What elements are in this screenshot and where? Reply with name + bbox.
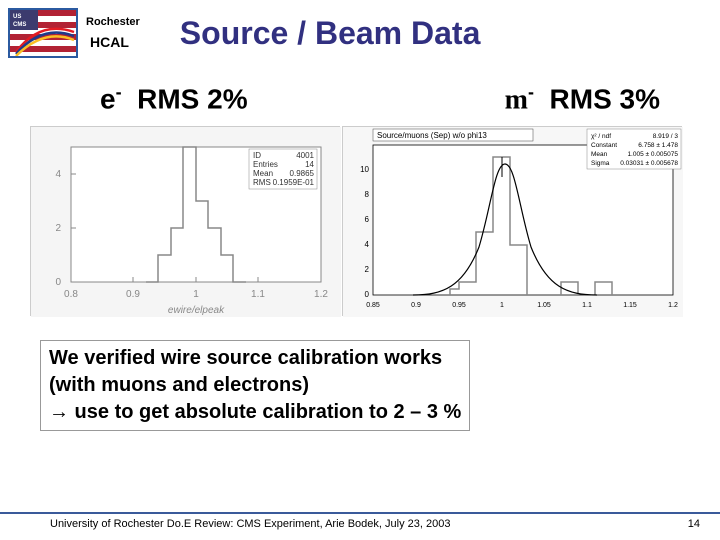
muon-charge: - [528, 82, 534, 102]
svg-text:1.15: 1.15 [623, 302, 637, 309]
svg-text:0.85: 0.85 [366, 302, 380, 309]
svg-text:0.1959E-01: 0.1959E-01 [273, 178, 315, 187]
svg-text:0.8: 0.8 [64, 289, 78, 300]
svg-text:0.95: 0.95 [452, 302, 466, 309]
header-labels: Rochester HCAL [86, 16, 140, 50]
svg-text:4001: 4001 [296, 151, 314, 160]
footer: University of Rochester Do.E Review: CMS… [0, 512, 720, 530]
svg-text:RMS: RMS [253, 178, 271, 187]
svg-text:Source/muons (Sep) w/o phi13: Source/muons (Sep) w/o phi13 [377, 131, 487, 140]
page-title: Source / Beam Data [180, 15, 481, 52]
svg-text:1.1: 1.1 [582, 302, 592, 309]
svg-text:1.2: 1.2 [668, 302, 678, 309]
rochester-label: Rochester [86, 16, 140, 28]
svg-text:Mean: Mean [253, 169, 273, 178]
svg-text:US: US [13, 14, 21, 20]
svg-text:1: 1 [500, 302, 504, 309]
header: US CMS Rochester HCAL Source / Beam Data [0, 0, 720, 62]
footer-text: University of Rochester Do.E Review: CMS… [50, 518, 450, 530]
page-number: 14 [688, 518, 700, 530]
svg-text:Entries: Entries [253, 160, 278, 169]
svg-text:10: 10 [360, 165, 369, 174]
svg-text:14: 14 [305, 160, 314, 169]
left-rms: RMS 2% [137, 83, 247, 114]
svg-text:CMS: CMS [13, 22, 26, 28]
right-subtitle: m- RMS 3% [505, 82, 660, 116]
svg-text:0.03031 ± 0.005678: 0.03031 ± 0.005678 [620, 160, 678, 167]
svg-text:0: 0 [55, 277, 61, 288]
svg-text:0.9: 0.9 [126, 289, 140, 300]
hcal-label: HCAL [90, 34, 140, 50]
svg-text:Constant: Constant [591, 142, 617, 149]
svg-text:1.1: 1.1 [251, 289, 265, 300]
conclusion-line1: We verified wire source calibration work… [49, 345, 461, 372]
chart-row: 0 2 4 0.8 0.9 1 1.1 1.2 ID 4001 [0, 126, 720, 316]
svg-text:1: 1 [193, 289, 199, 300]
subtitle-row: e- RMS 2% m- RMS 3% [0, 62, 720, 126]
svg-text:1.05: 1.05 [537, 302, 551, 309]
uscms-logo: US CMS [8, 8, 78, 58]
muon-symbol: m [505, 84, 528, 115]
svg-text:ID: ID [253, 151, 261, 160]
svg-text:0.9: 0.9 [411, 302, 421, 309]
electron-symbol: e [100, 83, 116, 114]
svg-text:2: 2 [365, 265, 370, 274]
svg-text:ewire/elpeak: ewire/elpeak [168, 305, 225, 316]
svg-text:0: 0 [365, 290, 370, 299]
svg-text:8.919 / 3: 8.919 / 3 [653, 133, 679, 140]
arrow-icon: → [49, 401, 69, 423]
electron-histogram: 0 2 4 0.8 0.9 1 1.1 1.2 ID 4001 [30, 126, 340, 316]
svg-text:8: 8 [365, 190, 370, 199]
conclusion-line2: (with muons and electrons) [49, 372, 461, 399]
svg-text:Sigma: Sigma [591, 160, 610, 167]
svg-text:1.005 ± 0.005075: 1.005 ± 0.005075 [627, 151, 678, 158]
svg-text:6.758 ± 1.478: 6.758 ± 1.478 [638, 142, 678, 149]
electron-charge: - [116, 82, 122, 102]
svg-text:6: 6 [365, 215, 370, 224]
conclusion-line3: → use to get absolute calibration to 2 –… [49, 399, 461, 426]
svg-text:0.9865: 0.9865 [290, 169, 315, 178]
svg-text:4: 4 [365, 240, 370, 249]
svg-text:4: 4 [55, 169, 61, 180]
muon-histogram: Source/muons (Sep) w/o phi13 0 2 4 6 8 1… [342, 126, 682, 316]
svg-text:Mean: Mean [591, 151, 608, 158]
left-subtitle: e- RMS 2% [100, 82, 248, 116]
svg-text:χ² / ndf: χ² / ndf [591, 133, 611, 140]
svg-text:1.2: 1.2 [314, 289, 328, 300]
conclusion-box: We verified wire source calibration work… [40, 340, 470, 431]
right-rms: RMS 3% [550, 83, 660, 114]
svg-text:2: 2 [55, 223, 61, 234]
